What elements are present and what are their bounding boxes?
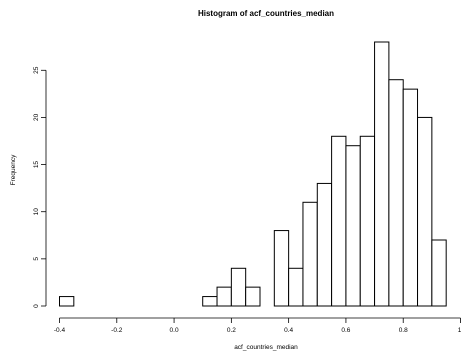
x-tick-label: 0.8 — [399, 327, 408, 334]
y-tick-label: 25 — [33, 66, 40, 74]
histogram-bar — [202, 296, 218, 307]
x-tick-label: 0.2 — [227, 327, 236, 334]
histogram-bar — [359, 135, 376, 307]
histogram-bar — [230, 267, 247, 307]
y-tick-label: 10 — [33, 208, 40, 216]
histogram-bar — [388, 79, 404, 307]
histogram-bar — [316, 182, 333, 307]
histogram-bar — [374, 41, 390, 307]
x-tick-label: 0.4 — [284, 327, 293, 334]
y-tick-label: 0 — [33, 304, 40, 308]
y-tick-label: 20 — [33, 113, 40, 121]
x-tick-label: 1. — [458, 327, 461, 334]
y-axis: 0 5 10 15 20 25 — [33, 66, 47, 308]
histogram-bar — [402, 88, 419, 307]
histogram-bar — [431, 239, 447, 307]
histogram-bar — [59, 296, 75, 307]
y-tick-label: 5 — [33, 257, 40, 261]
bars-group — [59, 41, 447, 307]
x-axis: -0.4 -0.2 0.0 0.2 0.4 0.6 0.8 1. — [54, 317, 461, 334]
y-tick-label: 15 — [33, 161, 40, 169]
histogram-bar — [216, 286, 232, 307]
x-tick-label: -0.2 — [111, 327, 123, 334]
histogram-bar — [288, 267, 304, 307]
histogram-bar — [417, 116, 433, 307]
x-tick-label: 0.6 — [341, 327, 350, 334]
y-axis-label: Frequency — [10, 154, 17, 185]
histogram-bar — [273, 230, 290, 307]
x-axis-label: acf_countries_median — [234, 344, 298, 351]
histogram-bar — [302, 201, 318, 307]
x-tick-label: -0.4 — [54, 327, 66, 334]
x-tick-label: 0.0 — [170, 327, 179, 334]
histogram-bar — [245, 286, 261, 307]
histogram-bar — [331, 135, 347, 307]
histogram-bar — [345, 145, 361, 307]
chart-title: Histogram of acf_countries_median — [198, 9, 334, 18]
